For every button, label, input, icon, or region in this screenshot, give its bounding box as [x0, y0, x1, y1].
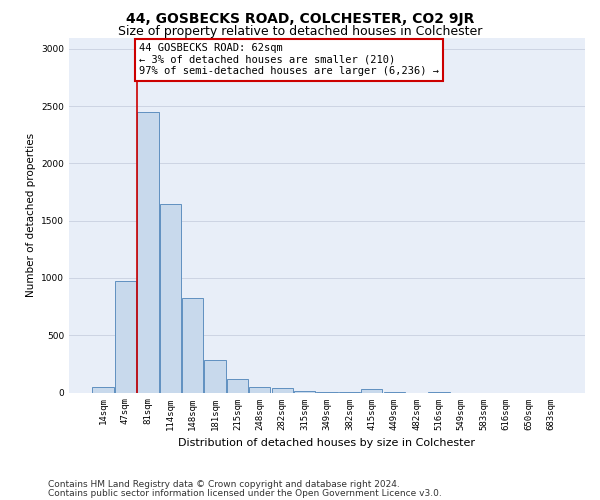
Bar [92, 387, 114, 392]
Y-axis label: Number of detached properties: Number of detached properties [26, 133, 35, 297]
Bar [227, 379, 248, 392]
Text: Contains public sector information licensed under the Open Government Licence v3: Contains public sector information licen… [48, 488, 442, 498]
Bar [182, 298, 203, 392]
Bar [205, 360, 226, 392]
Bar [137, 112, 158, 392]
Bar [272, 388, 293, 392]
Text: Contains HM Land Registry data © Crown copyright and database right 2024.: Contains HM Land Registry data © Crown c… [48, 480, 400, 489]
Bar [249, 387, 271, 392]
Text: Size of property relative to detached houses in Colchester: Size of property relative to detached ho… [118, 25, 482, 38]
Bar [115, 281, 136, 392]
X-axis label: Distribution of detached houses by size in Colchester: Distribution of detached houses by size … [179, 438, 476, 448]
Bar [361, 389, 382, 392]
Bar [160, 204, 181, 392]
Text: 44 GOSBECKS ROAD: 62sqm
← 3% of detached houses are smaller (210)
97% of semi-de: 44 GOSBECKS ROAD: 62sqm ← 3% of detached… [139, 43, 439, 76]
Text: 44, GOSBECKS ROAD, COLCHESTER, CO2 9JR: 44, GOSBECKS ROAD, COLCHESTER, CO2 9JR [126, 12, 474, 26]
